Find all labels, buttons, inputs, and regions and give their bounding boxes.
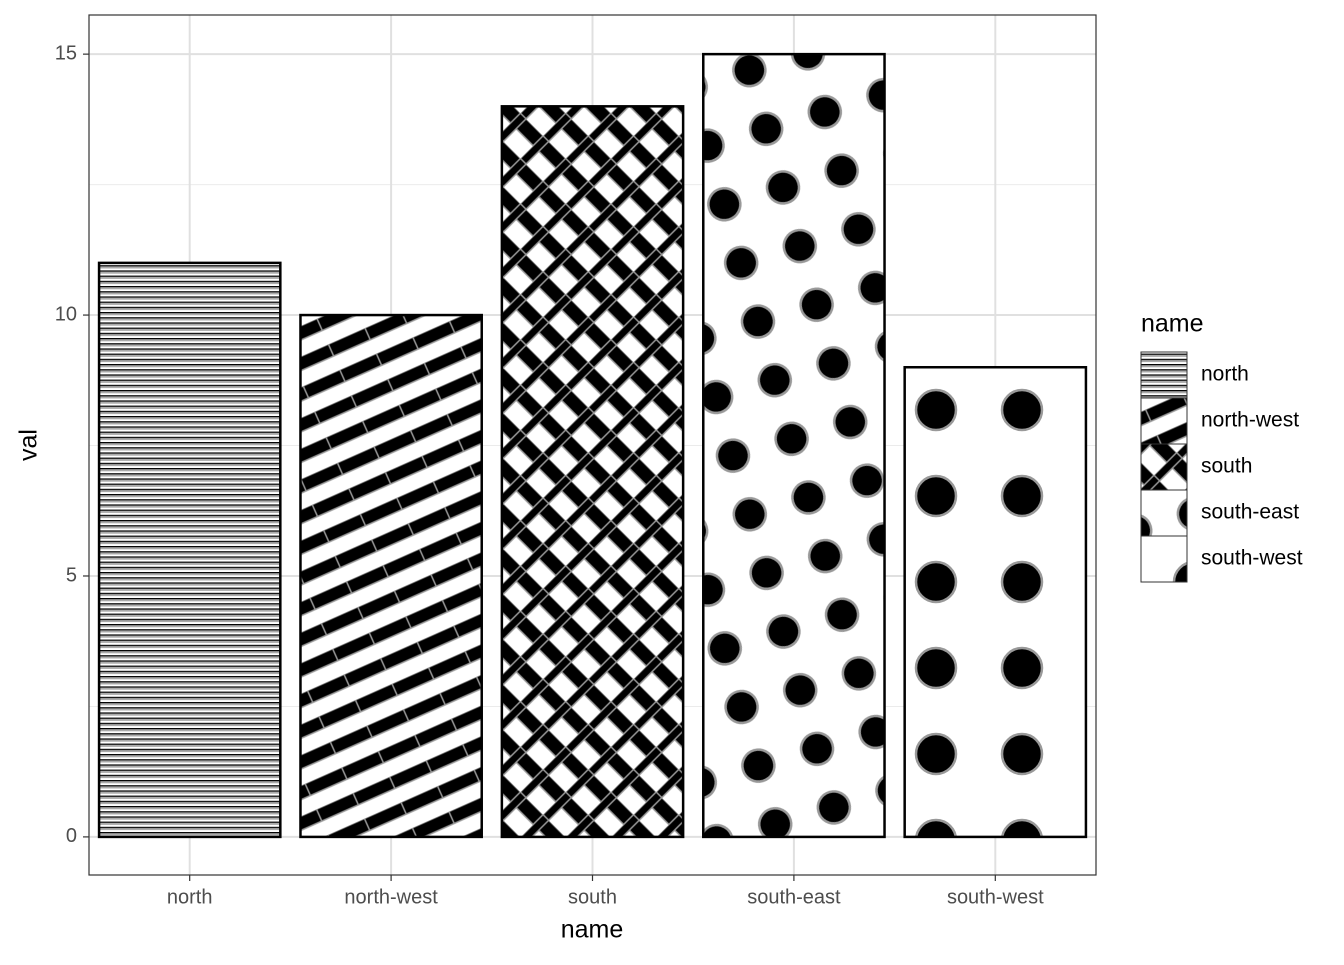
legend-label: north-west [1201,409,1299,432]
legend-label: south [1201,455,1252,478]
bar [500,105,685,839]
y-tick-label: 15 [55,42,77,64]
legend-title: name [1141,310,1204,338]
legend-key [1140,397,1188,445]
y-tick-label: 10 [55,303,77,325]
legend: north north-west south south-east south-west [1140,351,1303,583]
x-tick-label: north [167,886,213,908]
bar [903,365,1088,839]
bar [702,52,886,839]
bars [97,52,1088,839]
x-tick-label: south [568,886,617,908]
x-tick-label: north-west [344,886,438,908]
x-axis-title: name [561,916,624,944]
bar [97,261,282,839]
legend-label: north [1201,363,1249,386]
legend-label: south-east [1201,501,1299,524]
legend-key [1140,489,1188,537]
y-tick-label: 0 [66,825,77,847]
x-tick-label: south-west [947,886,1044,908]
bar [299,313,483,839]
legend-key [1140,535,1188,583]
legend-key [1140,351,1188,399]
legend-label: south-west [1201,547,1303,570]
legend-key [1140,443,1188,491]
x-tick-label: south-east [747,886,841,908]
y-tick-label: 5 [66,564,77,586]
y-axis-title: val [15,429,43,461]
